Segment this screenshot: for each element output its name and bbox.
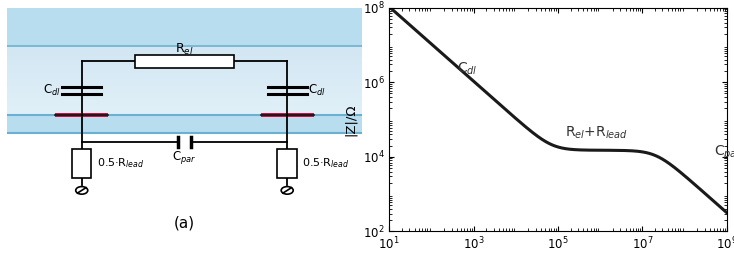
Bar	[7, 106, 362, 108]
Bar	[7, 101, 362, 103]
Bar	[7, 92, 362, 94]
Bar	[7, 77, 362, 79]
Bar	[7, 73, 362, 75]
Bar	[7, 94, 362, 96]
Bar	[7, 108, 362, 110]
Bar	[7, 68, 362, 70]
Bar	[7, 90, 362, 93]
Bar	[7, 51, 362, 53]
Text: C$_{par}$: C$_{par}$	[714, 143, 734, 162]
Bar	[7, 75, 362, 77]
Text: 0.5·R$_{lead}$: 0.5·R$_{lead}$	[97, 156, 144, 170]
Bar	[7, 66, 362, 68]
Bar	[7, 103, 362, 105]
Bar	[7, 115, 362, 133]
Text: R$_{el}$: R$_{el}$	[175, 42, 194, 57]
Bar	[7, 71, 362, 74]
Text: 0.5·R$_{lead}$: 0.5·R$_{lead}$	[302, 156, 349, 170]
Text: (a): (a)	[174, 215, 195, 230]
Text: C$_{par}$: C$_{par}$	[172, 149, 197, 166]
Bar	[7, 58, 362, 60]
Bar	[72, 149, 92, 178]
Bar	[7, 113, 362, 115]
Bar	[7, 111, 362, 113]
Bar	[7, 61, 362, 63]
Bar	[55, 113, 109, 117]
Bar	[135, 55, 234, 68]
Bar	[7, 65, 362, 67]
Bar	[7, 45, 362, 48]
Bar	[7, 89, 362, 91]
Bar	[7, 82, 362, 84]
Bar	[7, 49, 362, 51]
Text: C$_{dl}$: C$_{dl}$	[43, 83, 60, 98]
Bar	[7, 104, 362, 106]
Bar	[7, 56, 362, 58]
Bar	[7, 54, 362, 56]
Bar	[7, 133, 362, 231]
Bar	[7, 59, 362, 61]
Text: C$_{dl}$: C$_{dl}$	[457, 61, 478, 77]
Bar	[7, 80, 362, 82]
Bar	[277, 149, 297, 178]
Bar	[261, 113, 313, 117]
Bar	[7, 84, 362, 86]
Bar	[7, 78, 362, 80]
Text: R$_{el}$+R$_{lead}$: R$_{el}$+R$_{lead}$	[565, 124, 628, 141]
Bar	[7, 96, 362, 98]
Bar	[7, 63, 362, 65]
Bar	[7, 52, 362, 54]
Bar	[7, 87, 362, 89]
Bar	[7, 99, 362, 101]
Bar	[7, 97, 362, 99]
Bar	[7, 85, 362, 87]
Bar	[7, 110, 362, 112]
Bar	[7, 70, 362, 72]
Bar	[7, 8, 362, 46]
Y-axis label: |Z|/Ω: |Z|/Ω	[344, 103, 357, 136]
Bar	[7, 47, 362, 49]
Text: C$_{dl}$: C$_{dl}$	[308, 83, 326, 98]
